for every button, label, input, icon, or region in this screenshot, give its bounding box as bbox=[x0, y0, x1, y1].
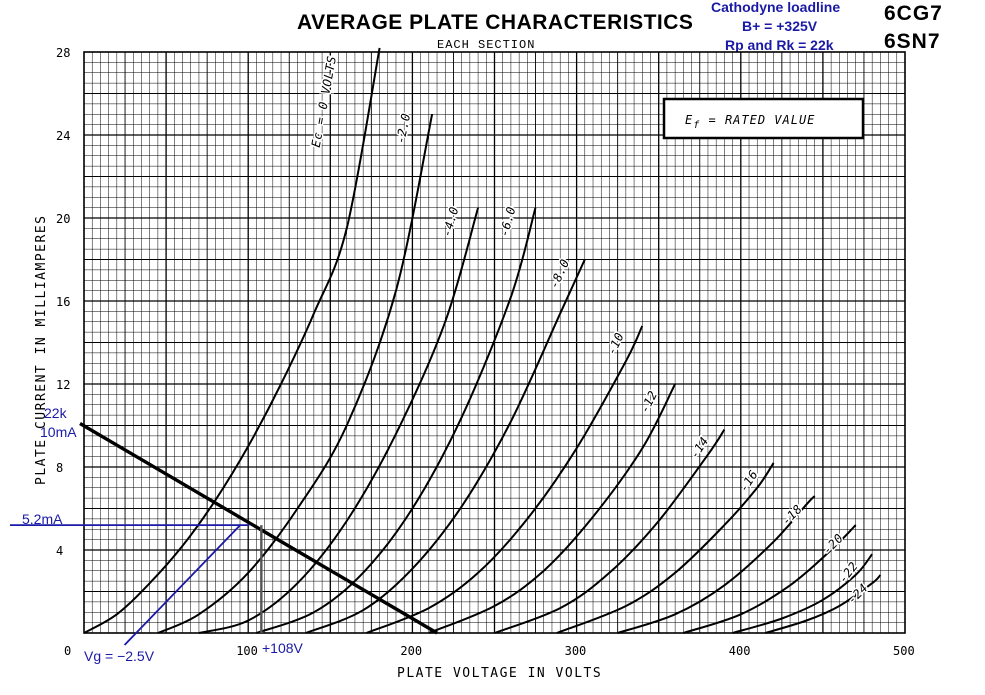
chart-title: AVERAGE PLATE CHARACTERISTICS bbox=[297, 11, 693, 34]
tube-type-6cg7: 6CG7 bbox=[884, 2, 943, 25]
grid-bias-curve-ec-0-volts bbox=[83, 47, 381, 634]
grid-bias-curve-16 bbox=[556, 462, 775, 634]
heater-legend-box: Ef = RATED VALUE bbox=[662, 97, 865, 140]
grid-bias-curve-10 bbox=[366, 325, 644, 634]
grid-bias-curve-24 bbox=[765, 574, 882, 634]
y-tick-label: 28 bbox=[56, 46, 70, 60]
y-tick-label: 20 bbox=[56, 212, 70, 226]
tube-type-6sn7: 6SN7 bbox=[884, 30, 941, 53]
grid-bias-curve-14 bbox=[494, 429, 726, 634]
operating-voltage-label: +108V bbox=[262, 640, 304, 656]
y-tick-label: 16 bbox=[56, 295, 70, 309]
operating-current-label: 5.2mA bbox=[22, 511, 63, 527]
grid-bias-curve-4-0 bbox=[198, 207, 480, 634]
y-tick-label: 4 bbox=[56, 544, 63, 558]
overlay-title: Cathodyne loadline bbox=[711, 0, 840, 15]
y-axis-label: PLATE CURRENT IN MILLIAMPERES bbox=[34, 215, 49, 485]
grid-bias-curve-20 bbox=[682, 524, 857, 634]
y-tick-label: 8 bbox=[56, 461, 63, 475]
x-tick-label: 200 bbox=[400, 644, 422, 658]
y-tick-label: 12 bbox=[56, 378, 70, 392]
grid-bias-curve-22 bbox=[732, 553, 873, 634]
grid-bias-curve-18 bbox=[617, 495, 816, 634]
grid-bias-curve-12 bbox=[428, 383, 676, 634]
overlay-supply: B+ = +325V bbox=[742, 18, 818, 34]
grid-bias-curve-6-0 bbox=[256, 207, 537, 634]
chart-subtitle: EACH SECTION bbox=[437, 38, 535, 52]
x-axis-label: PLATE VOLTAGE IN VOLTS bbox=[397, 666, 602, 681]
chart-grid bbox=[83, 51, 906, 634]
grid-bias-guide bbox=[123, 524, 241, 646]
x-tick-label: 300 bbox=[565, 644, 587, 658]
overlay-resistors: Rp and Rk = 22k bbox=[725, 37, 834, 53]
x-tick-label: 100 bbox=[236, 644, 258, 658]
heater-value: = RATED VALUE bbox=[700, 113, 815, 127]
chart-ticks: 0 100 200 300 400 500 4 8 12 16 20 24 28 bbox=[56, 46, 915, 658]
loadline-current-label: 10mA bbox=[40, 424, 77, 440]
heater-subscript: f bbox=[693, 120, 700, 131]
cathodyne-loadline bbox=[79, 422, 438, 635]
x-tick-label: 400 bbox=[729, 644, 751, 658]
svg-text:Ef = RATED VALUE: Ef = RATED VALUE bbox=[685, 113, 815, 131]
chart-overlay bbox=[10, 422, 438, 646]
x-tick-label: 500 bbox=[893, 644, 915, 658]
x-tick-label: 0 bbox=[64, 644, 71, 658]
loadline-resistance-label: 22k bbox=[44, 405, 68, 421]
grid-bias-curve-8-0 bbox=[305, 259, 586, 634]
grid-voltage-label: Vg = −2.5V bbox=[84, 648, 155, 664]
heater-symbol: E bbox=[685, 113, 693, 127]
y-tick-label: 24 bbox=[56, 129, 70, 143]
grid-bias-curve-2-0 bbox=[157, 114, 434, 634]
